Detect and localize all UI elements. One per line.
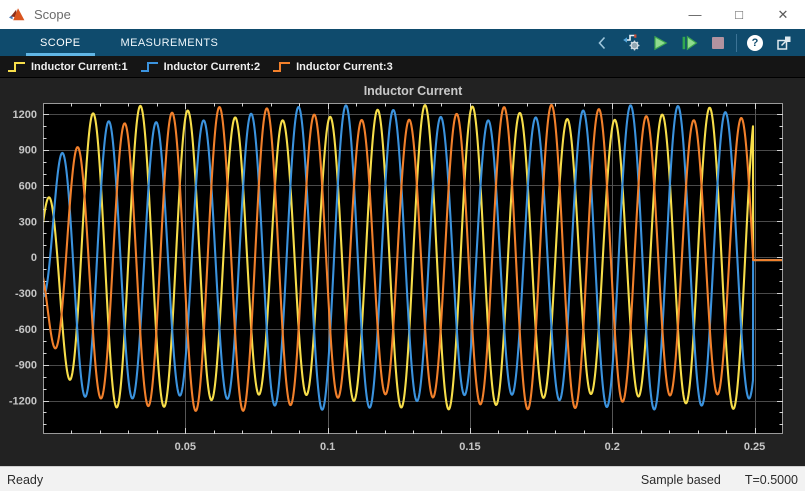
toolbar-divider — [736, 33, 737, 52]
close-button[interactable]: ✕ — [777, 6, 789, 22]
sample-mode-text: Sample based — [640, 473, 721, 487]
collapse-chevron-icon[interactable] — [591, 32, 613, 54]
legend-label: Inductor Current:2 — [163, 60, 261, 73]
signal-step-icon — [8, 61, 25, 72]
maximize-button[interactable]: □ — [735, 7, 743, 22]
dock-button[interactable] — [773, 32, 795, 54]
tab-scope[interactable]: SCOPE — [26, 29, 95, 56]
legend-item-1[interactable]: Inductor Current:1 — [7, 60, 128, 74]
help-icon: ? — [747, 34, 763, 51]
quick-toolbar: ? — [591, 29, 795, 56]
tab-measurements[interactable]: MEASUREMENTS — [120, 36, 219, 49]
legend-item-2[interactable]: Inductor Current:2 — [140, 60, 261, 74]
legend-bar: Inductor Current:1 Inductor Current:2 In… — [0, 56, 805, 78]
toolstrip-tabs: SCOPE MEASUREMENTS — [26, 29, 232, 56]
signal-step-icon — [273, 61, 291, 72]
title-bar: Scope — □ ✕ — [0, 0, 805, 29]
legend-label: Inductor Current:1 — [31, 60, 128, 73]
matlab-logo-icon — [8, 7, 26, 22]
status-bar: Ready Sample based T=0.5000 — [0, 466, 805, 491]
simulation-step-options-button[interactable] — [620, 32, 642, 54]
window-title: Scope — [34, 7, 71, 22]
signal-step-icon — [140, 61, 158, 72]
scope-plot-canvas[interactable] — [0, 78, 805, 466]
plot-title: Inductor Current — [363, 84, 463, 98]
window-controls: — □ ✕ — [673, 0, 805, 29]
status-text: Ready — [7, 473, 44, 487]
legend-item-3[interactable]: Inductor Current:3 — [272, 60, 393, 74]
minimize-button[interactable]: — — [688, 7, 702, 22]
plot-panel: Inductor Current — [0, 78, 805, 466]
stop-button[interactable] — [707, 32, 729, 54]
help-button[interactable]: ? — [744, 32, 766, 54]
legend-label: Inductor Current:3 — [296, 60, 393, 73]
step-forward-button[interactable] — [678, 32, 700, 54]
sim-time-text: T=0.5000 — [744, 473, 798, 487]
run-button[interactable] — [649, 32, 671, 54]
toolstrip: SCOPE MEASUREMENTS — [0, 29, 805, 56]
